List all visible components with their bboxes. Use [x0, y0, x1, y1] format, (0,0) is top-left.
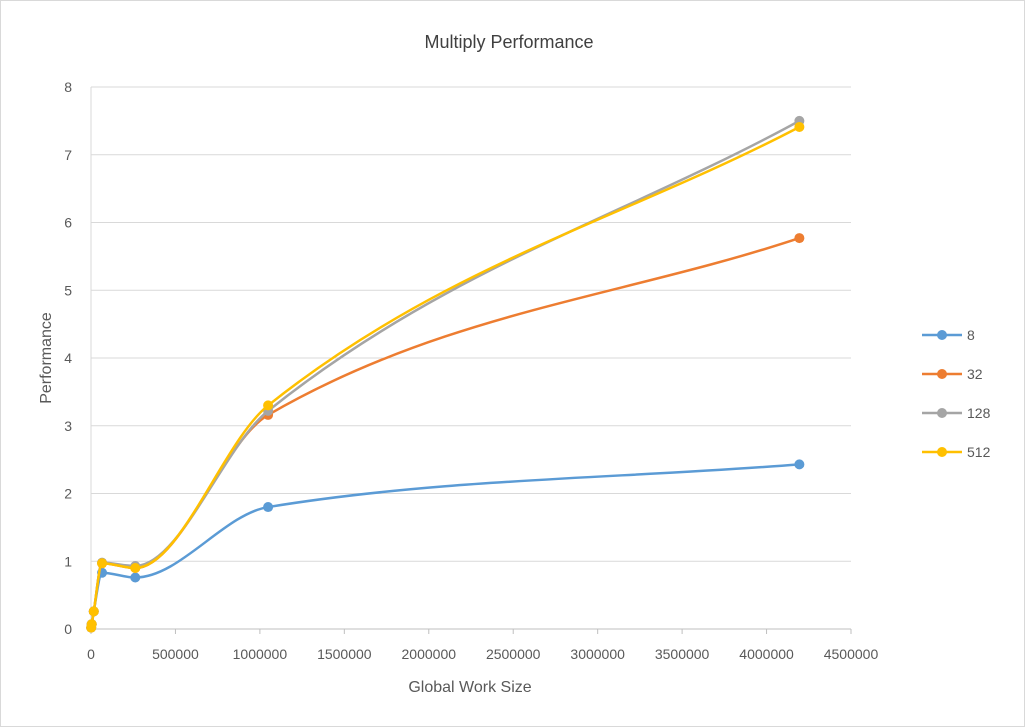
y-tick-label: 6 [64, 215, 72, 231]
gridlines [90, 86, 852, 634]
series-8 [86, 459, 805, 633]
legend: 8 32 128 512 [922, 327, 991, 460]
x-tick-label: 2500000 [486, 646, 541, 662]
legend-label: 32 [967, 366, 983, 382]
data-point [794, 233, 805, 244]
data-point [88, 606, 99, 617]
data-point [794, 459, 805, 470]
legend-swatch-marker [937, 369, 947, 379]
legend-item-32: 32 [922, 366, 983, 382]
legend-item-512: 512 [922, 444, 991, 460]
legend-label: 512 [967, 444, 991, 460]
series-128 [86, 115, 805, 633]
x-tick-label: 4000000 [739, 646, 794, 662]
x-tick-labels: 0 500000 1000000 1500000 2000000 2500000 30000… [87, 646, 878, 662]
x-tick-label: 500000 [152, 646, 199, 662]
data-point [130, 563, 141, 574]
x-tick-label: 4500000 [824, 646, 879, 662]
y-tick-label: 3 [64, 418, 72, 434]
chart-title: Multiply Performance [424, 32, 593, 52]
y-tick-label: 1 [64, 553, 72, 569]
data-point [794, 121, 805, 132]
series-area [86, 115, 805, 633]
legend-item-128: 128 [922, 405, 991, 421]
series-line-128 [89, 119, 801, 629]
legend-swatch-marker [937, 408, 947, 418]
legend-item-8: 8 [922, 327, 975, 343]
y-tick-labels: 0 1 2 3 4 5 6 7 8 [64, 79, 72, 637]
x-tick-label: 1000000 [233, 646, 288, 662]
series-line-32 [89, 236, 801, 629]
y-tick-label: 0 [64, 621, 72, 637]
x-axis-title: Global Work Size [408, 679, 531, 696]
series-line-8 [89, 463, 801, 629]
x-tick-label: 1500000 [317, 646, 372, 662]
y-axis-title: Performance [38, 312, 55, 404]
data-point [263, 502, 274, 513]
x-tick-label: 3500000 [655, 646, 710, 662]
y-tick-label: 5 [64, 282, 72, 298]
y-tick-label: 8 [64, 79, 72, 95]
legend-swatch-marker [937, 330, 947, 340]
x-tick-label: 0 [87, 646, 95, 662]
series-line-512 [89, 125, 801, 629]
legend-label: 8 [967, 327, 975, 343]
legend-swatch-marker [937, 447, 947, 457]
data-point [97, 558, 108, 569]
x-tick-label: 2000000 [402, 646, 457, 662]
legend-label: 128 [967, 405, 991, 421]
data-point [130, 572, 141, 583]
y-tick-label: 7 [64, 147, 72, 163]
data-point [86, 619, 97, 630]
x-tick-label: 3000000 [570, 646, 625, 662]
series-512 [86, 121, 805, 633]
y-tick-label: 2 [64, 486, 72, 502]
y-tick-label: 4 [64, 350, 72, 366]
data-point [263, 400, 274, 411]
